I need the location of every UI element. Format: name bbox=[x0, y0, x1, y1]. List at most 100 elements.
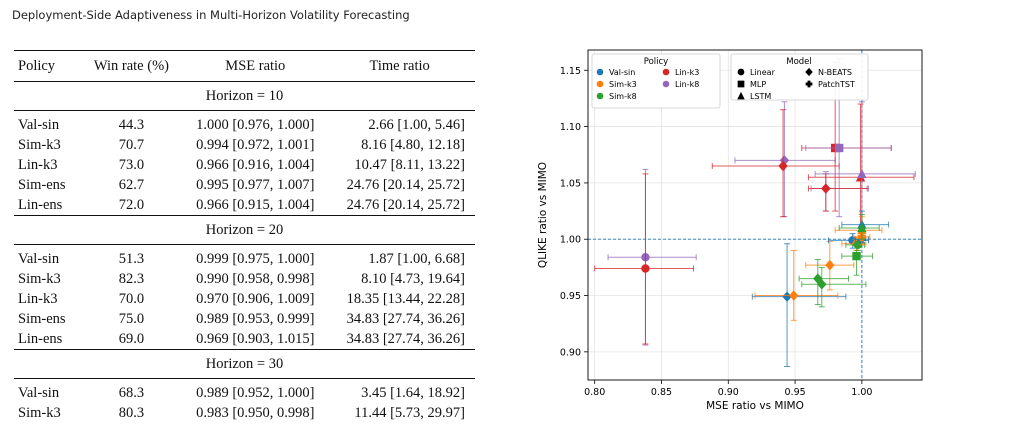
cell-win-rate: 69.0 bbox=[118, 331, 145, 347]
cell-win-rate: 70.0 bbox=[118, 291, 145, 307]
legend-swatch bbox=[596, 80, 604, 88]
point-marker-plus bbox=[805, 80, 813, 88]
cell-win-rate: 72.0 bbox=[118, 197, 145, 213]
point-marker-diamond bbox=[821, 183, 831, 194]
data-point bbox=[798, 258, 850, 306]
horizon-label: Horizon = 20 bbox=[205, 222, 284, 238]
legend-swatch bbox=[596, 92, 604, 100]
cell-win-rate: 75.0 bbox=[118, 311, 145, 327]
point-marker-diamond bbox=[805, 67, 813, 77]
point-marker-circle bbox=[641, 264, 650, 273]
col-mse-header: MSE ratio bbox=[225, 58, 286, 74]
legend-model-entry: MLP bbox=[737, 80, 766, 89]
cell-policy: Val-sin bbox=[18, 251, 60, 267]
legend-policy-label: Sim-k8 bbox=[609, 92, 637, 101]
cell-mse-ratio: 0.995 [0.977, 1.007] bbox=[196, 177, 315, 193]
legend-policy-title: Policy bbox=[644, 57, 668, 67]
cell-time-ratio: 18.35 [13.44, 22.28] bbox=[346, 291, 465, 307]
data-point bbox=[805, 240, 855, 291]
cell-mse-ratio: 0.989 [0.952, 1.000] bbox=[196, 385, 315, 401]
horizon-header-row: Horizon = 20 bbox=[14, 215, 475, 245]
col-time-header: Time ratio bbox=[369, 58, 430, 74]
results-table: Policy Win rate (%) MSE ratio Time ratio… bbox=[14, 50, 475, 423]
plot-frame bbox=[587, 49, 923, 381]
legend-model-entry: PatchTST bbox=[805, 80, 855, 89]
cell-policy: Val-sin bbox=[18, 385, 60, 401]
cell-time-ratio: 11.44 [5.73, 29.97] bbox=[354, 405, 465, 421]
point-marker-diamond bbox=[813, 273, 823, 284]
cell-policy: Sim-k3 bbox=[18, 137, 61, 153]
cell-time-ratio: 24.76 [20.14, 25.72] bbox=[346, 197, 465, 213]
cell-policy: Sim-ens bbox=[18, 311, 66, 327]
y-tick-label: 0.90 bbox=[560, 347, 581, 358]
y-tick-label: 1.00 bbox=[560, 235, 581, 246]
point-marker-circle bbox=[737, 68, 745, 76]
data-point bbox=[814, 101, 916, 240]
cell-policy: Lin-ens bbox=[18, 197, 63, 213]
scatter-figure: 0.80 0.85 0.90 0.95 1.00 0.90 0.95 1.00 1.05 1.10… bbox=[530, 40, 1000, 415]
cell-policy: Sim-k3 bbox=[18, 271, 61, 287]
cell-mse-ratio: 0.989 [0.953, 0.999] bbox=[196, 311, 315, 327]
cell-mse-ratio: 0.983 [0.950, 0.998] bbox=[196, 405, 315, 421]
col-winrate-header: Win rate (%) bbox=[93, 58, 169, 74]
cell-policy: Sim-k3 bbox=[18, 405, 61, 421]
point-marker-square bbox=[852, 251, 861, 261]
horizon-header-row: Horizon = 10 bbox=[14, 82, 475, 111]
cell-win-rate: 51.3 bbox=[118, 251, 145, 267]
data-point bbox=[734, 101, 836, 218]
x-tick-label: 1.00 bbox=[851, 387, 872, 398]
table-row: Lin-k3 70.0 0.970 [0.906, 1.009] 18.35 [13.… bbox=[14, 289, 475, 309]
y-tick-label: 0.95 bbox=[560, 291, 581, 302]
legend-swatch bbox=[662, 68, 670, 76]
cell-policy: Val-sin bbox=[18, 117, 60, 133]
cell-time-ratio: 24.76 [20.14, 25.72] bbox=[346, 177, 465, 193]
point-marker-diamond bbox=[789, 290, 799, 301]
table-row: Val-sin 68.3 0.989 [0.952, 1.000] 3.45 [1.6… bbox=[14, 379, 475, 404]
horizon-label: Horizon = 30 bbox=[205, 356, 284, 372]
cell-mse-ratio: 0.966 [0.915, 1.004] bbox=[196, 197, 315, 213]
x-tick-label: 0.85 bbox=[651, 387, 672, 398]
legend-policy-label: Val-sin bbox=[609, 68, 635, 77]
legend-policy-label: Sim-k3 bbox=[609, 80, 637, 89]
cell-mse-ratio: 0.994 [0.972, 1.001] bbox=[196, 137, 315, 153]
cell-time-ratio: 34.83 [27.74, 36.26] bbox=[346, 311, 465, 327]
legend-policy-label: Lin-k3 bbox=[675, 68, 699, 77]
table-row: Lin-ens 72.0 0.966 [0.915, 1.004] 24.76 [20… bbox=[14, 195, 475, 216]
cell-win-rate: 68.3 bbox=[118, 385, 145, 401]
table-header: Policy Win rate (%) MSE ratio Time ratio bbox=[14, 50, 475, 82]
legend-model-title: Model bbox=[786, 57, 812, 67]
legend-model-label: Linear bbox=[750, 68, 776, 77]
legend-swatch bbox=[662, 80, 670, 88]
table-row: Sim-k3 80.3 0.983 [0.950, 0.998] 11.44 [5.7… bbox=[14, 403, 475, 423]
legend-model-label: PatchTST bbox=[818, 80, 855, 89]
x-tick-label: 0.95 bbox=[785, 387, 806, 398]
point-marker-square bbox=[834, 143, 844, 153]
y-tick-label: 1.15 bbox=[560, 66, 581, 77]
point-marker-triangle bbox=[857, 168, 867, 179]
x-axis-label: MSE ratio vs MIMO bbox=[706, 400, 804, 412]
table-row: Sim-ens 62.7 0.995 [0.977, 1.007] 24.76 [20… bbox=[14, 175, 475, 195]
point-marker-square bbox=[737, 80, 745, 88]
table-row: Sim-k3 70.7 0.994 [0.972, 1.001] 8.16 [4.80… bbox=[14, 135, 475, 155]
legend-model-entry: LSTM bbox=[737, 91, 771, 101]
cell-mse-ratio: 0.969 [0.903, 1.015] bbox=[196, 331, 315, 347]
legend-policy-label: Lin-k8 bbox=[675, 80, 699, 89]
data-point bbox=[594, 173, 695, 345]
cell-policy: Lin-k3 bbox=[18, 157, 58, 173]
cell-win-rate: 80.3 bbox=[118, 405, 145, 421]
col-policy-header: Policy bbox=[18, 58, 56, 74]
legend-model-box bbox=[730, 53, 869, 101]
data-point bbox=[607, 168, 697, 346]
x-tick-label: 0.80 bbox=[584, 387, 605, 398]
table-row: Val-sin 51.3 0.999 [0.975, 1.000] 1.87 [1.0… bbox=[14, 245, 475, 270]
cell-time-ratio: 34.83 [27.74, 36.26] bbox=[346, 331, 465, 347]
cell-time-ratio: 8.16 [4.80, 12.18] bbox=[361, 137, 465, 153]
cell-win-rate: 62.7 bbox=[118, 177, 145, 193]
cell-policy: Lin-ens bbox=[18, 331, 63, 347]
cell-win-rate: 44.3 bbox=[118, 117, 145, 133]
legend-model-label: MLP bbox=[750, 80, 766, 89]
table-row: Lin-ens 69.0 0.969 [0.903, 1.015] 34.83 [27… bbox=[14, 329, 475, 350]
data-point bbox=[711, 109, 840, 218]
cell-win-rate: 73.0 bbox=[118, 157, 145, 173]
horizon-label: Horizon = 10 bbox=[205, 88, 284, 104]
